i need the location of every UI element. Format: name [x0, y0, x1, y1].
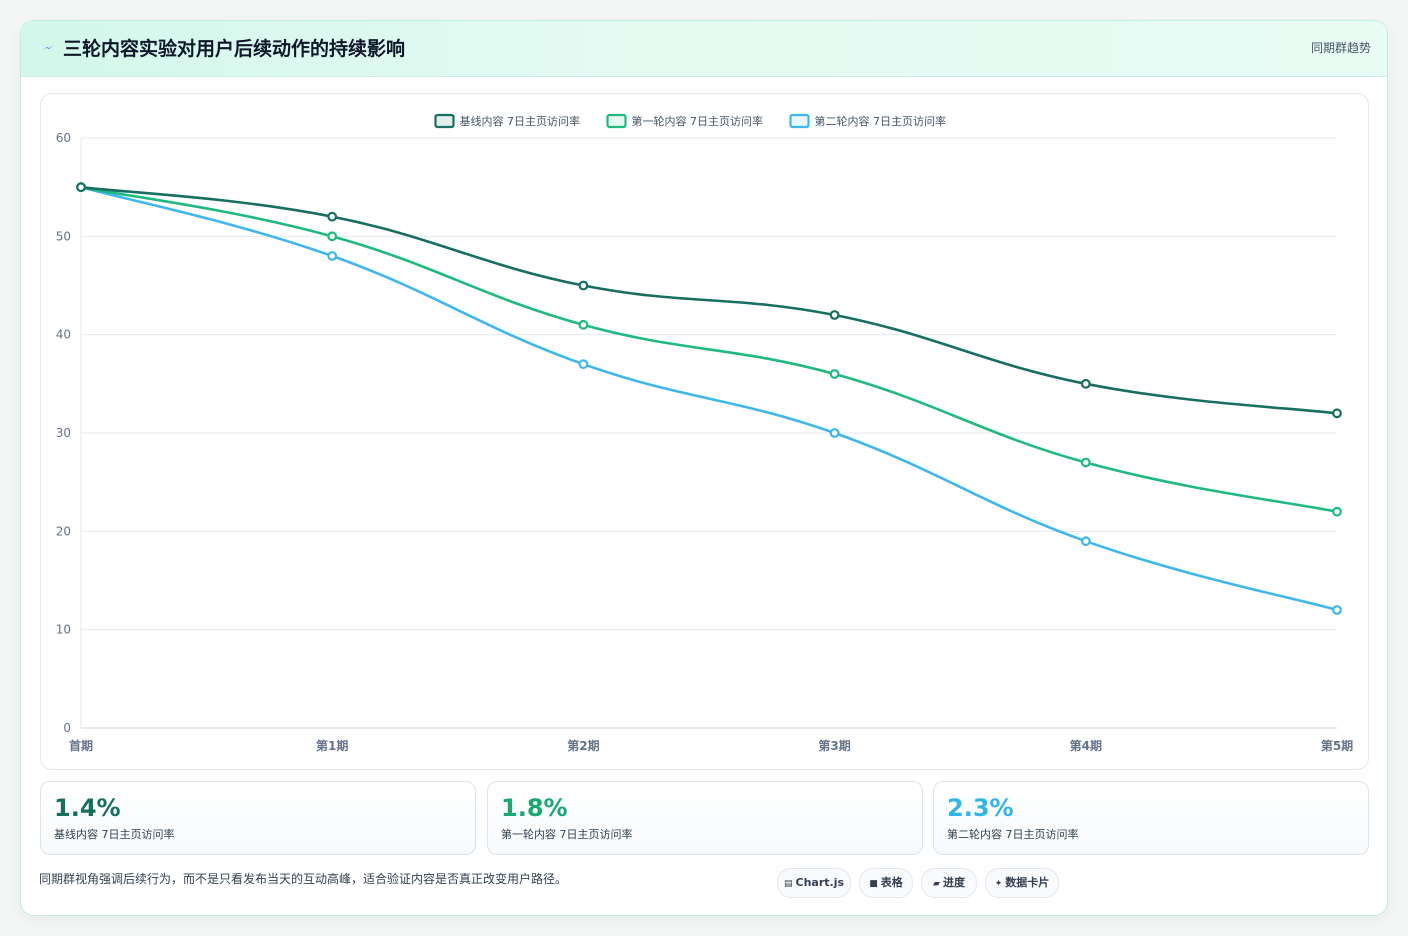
data-point: [1080, 457, 1091, 468]
stat-label: 第一轮内容 7日主页访问率: [501, 828, 633, 841]
y-tick-label: 0: [63, 721, 71, 735]
x-tick-label: 第4期: [1070, 738, 1102, 753]
header-tag: 同期群趋势: [1310, 41, 1371, 55]
data-point: [829, 428, 840, 438]
y-tick-label: 20: [56, 524, 71, 538]
legend-swatch: [434, 113, 455, 129]
tag-label: 进度: [942, 876, 965, 889]
y-tick-label: 40: [56, 328, 71, 342]
page-title: 三轮内容实验对用户后续动作的持续影响: [63, 38, 406, 60]
legend-label: 第二轮内容 7日主页访问率: [815, 114, 947, 128]
series-line: [80, 185, 1338, 612]
data-point: [1080, 536, 1091, 547]
stat-card-round-1: 1.8% 第一轮内容 7日主页访问率: [487, 781, 923, 855]
stat-card-round-2: 2.3% 第二轮内容 7日主页访问率: [933, 781, 1369, 855]
stat-value: 1.4%: [54, 794, 121, 822]
chart-card: 三轮内容实验对用户后续动作的持续影响 同期群趋势 0 10 20 30 40 50 60 首期…: [20, 20, 1388, 916]
y-tick-label: 60: [56, 131, 71, 145]
data-point: [1332, 605, 1342, 615]
lightning-icon: [42, 45, 54, 50]
tag-chartjs[interactable]: ▤ Chart.js: [777, 868, 851, 898]
legend-swatch: [606, 113, 627, 129]
footnote: 同期群视角强调后续行为，而不是只看发布当天的互动高峰，适合验证内容是否真正改变用…: [39, 872, 568, 886]
data-point: [578, 280, 589, 291]
series-line: [80, 185, 1338, 513]
data-point: [578, 319, 589, 330]
tag-label: 表格: [880, 876, 903, 889]
line-chart: 0 10 20 30 40 50 60 首期 第1期 第2期 第3期 第4期 第5期 基线内容 7日主页访…: [56, 113, 1353, 753]
data-point: [1080, 378, 1091, 389]
data-point: [1332, 506, 1342, 517]
data-point: [578, 359, 589, 370]
stat-value: 2.3%: [947, 794, 1014, 822]
y-tick-label: 50: [56, 229, 71, 243]
card-icon: ✦: [994, 879, 1003, 889]
x-tick-label: 第1期: [316, 738, 348, 753]
stat-card-baseline: 1.4% 基线内容 7日主页访问率: [40, 781, 476, 855]
tag-label: Chart.js: [795, 876, 845, 889]
x-tick-label: 第3期: [818, 738, 850, 753]
chart-panel: 0 10 20 30 40 50 60 首期 第1期 第2期 第3期 第4期 第5期 基线内容 7日主页访…: [40, 93, 1369, 770]
x-tick-label: 第2期: [567, 738, 599, 753]
x-tick-label: 首期: [69, 738, 93, 753]
table-icon: ■: [869, 879, 878, 889]
data-point: [76, 182, 86, 193]
tag-data-card[interactable]: ✦ 数据卡片: [985, 868, 1059, 898]
series-line: [80, 185, 1338, 415]
chart-icon: ▤: [783, 879, 793, 889]
legend-swatch: [789, 113, 810, 129]
stat-label: 基线内容 7日主页访问率: [54, 828, 175, 841]
data-point: [829, 310, 840, 320]
tag-label: 数据卡片: [1005, 876, 1050, 889]
stat-value: 1.8%: [501, 794, 568, 822]
stat-label: 第二轮内容 7日主页访问率: [947, 828, 1079, 841]
data-point: [327, 231, 338, 242]
progress-icon: ▰: [933, 879, 940, 889]
data-point: [327, 211, 338, 222]
data-point: [1332, 408, 1342, 419]
data-point: [327, 251, 338, 261]
tag-progress[interactable]: ▰ 进度: [921, 868, 977, 898]
y-tick-label: 30: [56, 426, 71, 440]
data-point: [829, 369, 840, 379]
y-tick-label: 10: [56, 623, 71, 637]
tag-table[interactable]: ■ 表格: [859, 868, 913, 898]
legend-label: 基线内容 7日主页访问率: [460, 114, 581, 128]
card-header: 三轮内容实验对用户后续动作的持续影响 同期群趋势: [21, 21, 1387, 77]
x-tick-label: 第5期: [1321, 738, 1353, 753]
legend-label: 第一轮内容 7日主页访问率: [632, 114, 764, 128]
